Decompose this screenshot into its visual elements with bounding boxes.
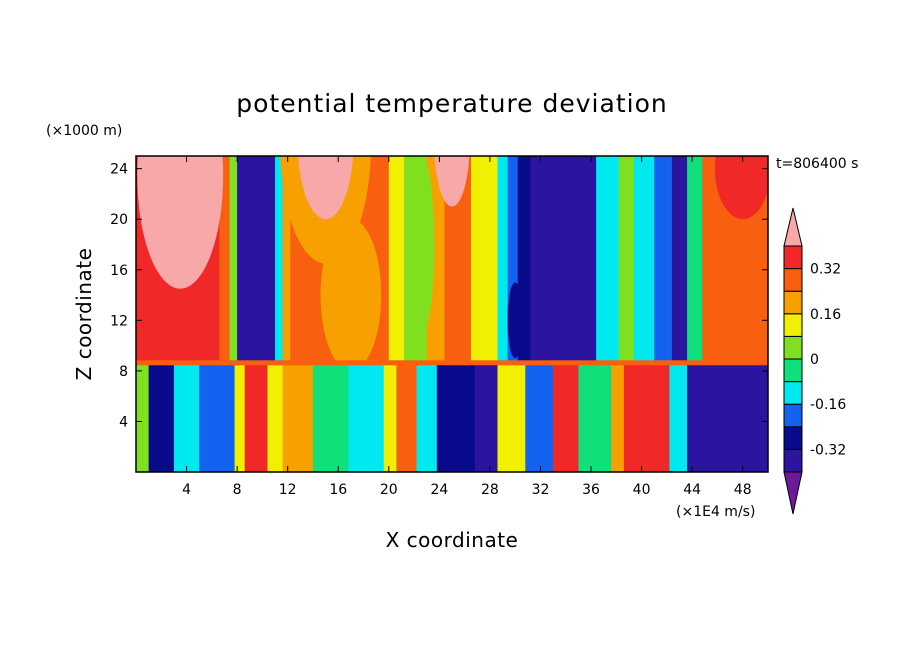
colorbar-segment xyxy=(783,290,803,315)
upper-field-column xyxy=(671,156,688,364)
upper-field-column xyxy=(507,156,519,364)
lower-field-column xyxy=(383,363,397,472)
lower-field-column xyxy=(436,363,476,472)
upper-field-column xyxy=(618,156,635,364)
lower-field-column xyxy=(611,363,625,472)
upper-field-bulge xyxy=(507,282,523,359)
layer-boundary-band xyxy=(136,360,768,366)
lower-field-column xyxy=(173,363,200,472)
x-tick-label: 40 xyxy=(633,482,651,498)
y-tick-label: 4 xyxy=(119,414,128,430)
colorbar-segment xyxy=(783,335,803,360)
y-tick-label: 12 xyxy=(110,313,128,329)
lower-field-column xyxy=(416,363,438,472)
lower-field-column xyxy=(348,363,385,472)
upper-field-column xyxy=(596,156,620,364)
colorbar-segment xyxy=(783,381,803,405)
lower-field-column xyxy=(553,363,579,472)
upper-field-bulge xyxy=(320,219,382,371)
lower-field-column xyxy=(396,363,418,472)
colorbar-label: 0 xyxy=(810,352,819,368)
lower-field-column xyxy=(312,363,349,472)
upper-field-bulge xyxy=(137,156,224,289)
upper-field-column xyxy=(634,156,655,364)
lower-field-column xyxy=(474,363,499,472)
lower-field-column xyxy=(525,363,554,472)
x-tick-label: 16 xyxy=(329,482,347,498)
chart-title: potential temperature deviation xyxy=(236,89,667,118)
x-tick-label: 8 xyxy=(233,482,242,498)
colorbar-label: -0.16 xyxy=(810,397,846,413)
x-axis-label: X coordinate xyxy=(386,528,519,552)
upper-field-column xyxy=(237,156,276,364)
y-axis-label: Z coordinate xyxy=(72,248,96,381)
colorbar-extend-max xyxy=(783,207,803,247)
plot-frame xyxy=(135,155,769,473)
time-label: t=806400 s xyxy=(776,156,858,172)
lower-field-column xyxy=(578,363,612,472)
upper-field-column xyxy=(687,156,703,364)
upper-field-column xyxy=(530,156,597,364)
upper-field-column xyxy=(654,156,673,364)
x-tick-label: 24 xyxy=(430,482,448,498)
upper-field-bulge xyxy=(298,156,354,220)
upper-field-column xyxy=(229,156,238,364)
lower-field-column xyxy=(669,363,688,472)
colorbar-segment xyxy=(783,313,803,337)
colorbar-segment xyxy=(783,426,803,450)
colorbar-segment xyxy=(783,268,803,292)
lower-field-column xyxy=(687,363,768,472)
lower-field-column xyxy=(623,363,670,472)
upper-field-bulge xyxy=(714,156,768,220)
y-tick-label: 20 xyxy=(110,212,128,228)
lower-field-column xyxy=(282,363,314,472)
x-tick-label: 28 xyxy=(481,482,499,498)
colorbar-label: 0.32 xyxy=(810,262,841,278)
x-tick-label: 36 xyxy=(582,482,600,498)
lower-field-column xyxy=(199,363,236,472)
x-axis-ticks: 4 8 12 16 20 24 28 32 36 40 44 48 xyxy=(182,156,752,498)
upper-field-column xyxy=(497,156,509,364)
upper-field-bulge xyxy=(409,156,435,333)
upper-field-column xyxy=(702,156,713,364)
colorbar-segment xyxy=(783,358,803,383)
lower-field-column xyxy=(244,363,268,472)
upper-field-column xyxy=(282,156,291,364)
x-tick-label: 20 xyxy=(380,482,398,498)
colorbar-label: -0.32 xyxy=(810,442,846,458)
colorbar-label: 0.16 xyxy=(810,307,841,323)
lower-field-column xyxy=(267,363,284,472)
lower-field-column xyxy=(497,363,526,472)
x-unit-label: (×1E4 m/s) xyxy=(676,504,755,520)
y-tick-label: 16 xyxy=(110,263,128,279)
upper-field-column xyxy=(388,156,405,364)
colorbar-segment xyxy=(783,403,803,428)
x-tick-label: 4 xyxy=(182,482,191,498)
x-tick-label: 44 xyxy=(683,482,701,498)
x-tick-label: 48 xyxy=(734,482,752,498)
y-axis-ticks: 4 8 12 16 20 24 xyxy=(110,162,768,430)
colorbar-segment xyxy=(783,245,803,270)
colorbar: -0.32 -0.16 0 0.16 0.32 xyxy=(783,207,846,515)
y-tick-label: 24 xyxy=(110,162,128,178)
y-tick-label: 8 xyxy=(119,364,128,380)
lower-field-column xyxy=(148,363,175,472)
lower-field-column xyxy=(136,363,150,472)
y-unit-label: (×1000 m) xyxy=(46,123,122,139)
x-tick-label: 12 xyxy=(279,482,297,498)
upper-field-column xyxy=(275,156,284,364)
contour-fill xyxy=(136,156,768,472)
x-tick-label: 32 xyxy=(532,482,550,498)
colorbar-extend-min xyxy=(783,471,803,515)
lower-field-column xyxy=(234,363,246,472)
colorbar-segment xyxy=(783,448,803,473)
upper-field-column xyxy=(219,156,231,364)
upper-field-column xyxy=(470,156,499,364)
upper-field-bulge xyxy=(434,156,470,207)
